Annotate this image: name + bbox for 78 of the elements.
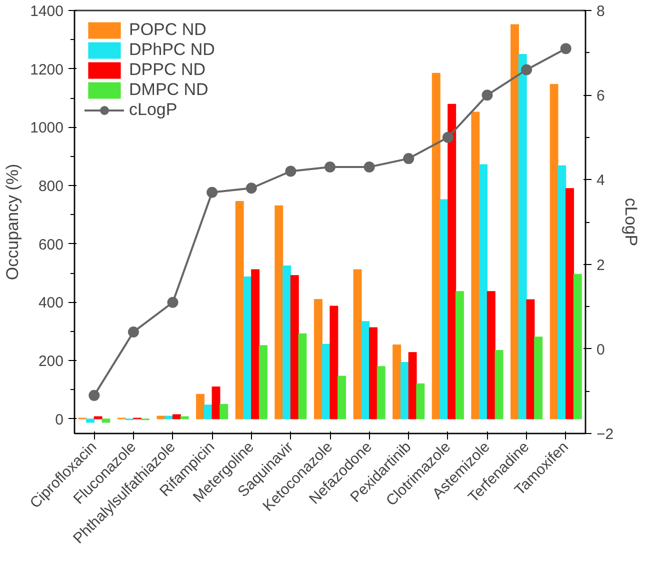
bar [251,269,260,420]
bar [479,164,488,420]
y-tick-label: 600 [38,236,64,254]
bar [566,188,574,420]
bar [338,376,346,420]
point [403,153,414,164]
bar [392,344,402,420]
y2-tick-label: 2 [596,256,605,274]
bar [526,299,535,420]
legend-label: DPhPC ND [129,40,215,60]
point [442,132,454,143]
legend-label: cLogP [129,100,178,120]
bar [376,366,386,420]
bar [220,404,228,420]
bar [361,321,370,420]
bar [196,394,205,420]
bar [400,362,409,420]
point [246,182,257,194]
point [285,166,296,177]
bar [510,24,519,420]
legend-label: POPC ND [129,20,206,40]
y2-axis-title: cLogP [622,198,641,246]
point [324,162,336,172]
bar [448,104,456,420]
bar [172,414,181,420]
bar [494,350,504,420]
bar [518,54,527,420]
bar [440,199,448,420]
point [167,296,178,308]
bar [550,84,558,420]
point [521,64,532,76]
point [206,186,218,198]
y-tick-label: 0 [55,411,64,428]
bar [156,416,166,420]
y2-tick-label: 6 [596,88,605,105]
bar [330,306,338,420]
bar [558,165,566,420]
bar [573,274,582,420]
point [128,326,139,338]
bar [369,327,378,420]
point [482,90,493,101]
y-tick-label: 200 [38,353,64,370]
y-tick-label: 800 [38,178,64,196]
bar [314,299,322,420]
bar [204,404,212,420]
y-tick-label: 1000 [30,120,64,137]
point [560,43,572,54]
bar [243,276,252,420]
y2-tick-label: 0 [596,341,605,358]
bar [486,291,496,420]
bar [298,333,307,420]
bar [416,383,425,420]
bar [212,386,220,420]
y-tick-label: 1400 [30,3,64,20]
point [88,390,100,401]
bar [258,345,268,420]
y2-tick-label: 4 [596,172,605,190]
bar [274,205,284,420]
y2-tick-label: 8 [596,3,605,20]
bar [408,352,417,420]
legend-label: DPPC ND [129,60,206,80]
y-tick-label: 400 [38,294,64,312]
bar [282,265,291,420]
bar [235,200,244,420]
bar [455,291,464,420]
y-axis-title: Occupancy (%) [3,164,22,280]
y2-tick-label: −2 [596,426,614,443]
bar [290,275,299,420]
bar [432,72,440,420]
bar [471,112,480,420]
bar [164,416,174,420]
legend-label: DMPC ND [129,80,208,100]
bar [102,418,110,423]
bar [86,418,94,423]
bar [353,269,362,420]
bar [534,336,543,420]
y-tick-label: 1200 [30,61,64,78]
point [364,162,375,172]
